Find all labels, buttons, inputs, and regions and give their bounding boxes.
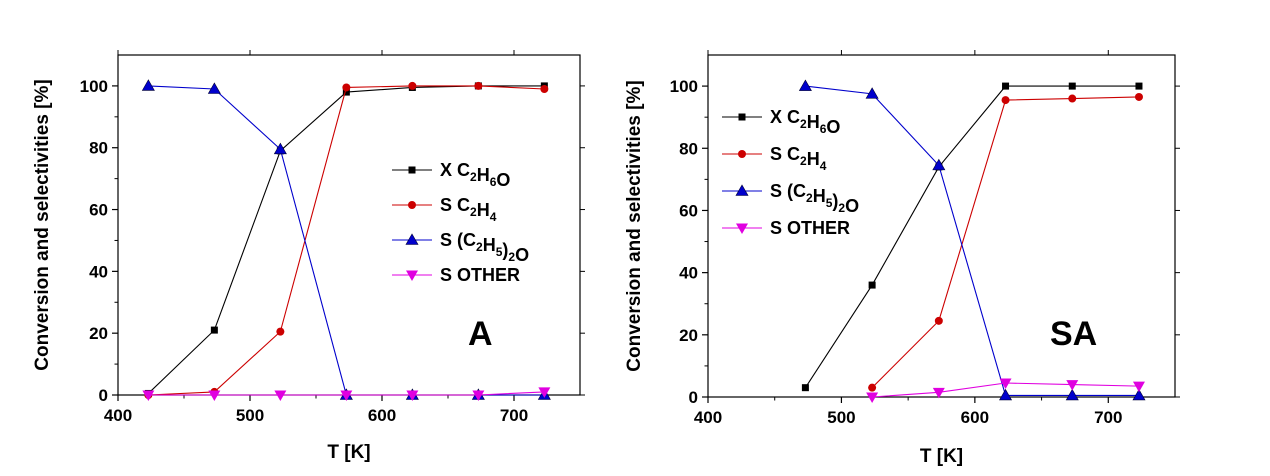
panel-label: SA xyxy=(1050,315,1097,353)
series-1 xyxy=(868,92,1143,392)
series-3 xyxy=(142,387,551,401)
y-tick-label: 100 xyxy=(80,77,108,96)
data-point xyxy=(342,83,351,92)
data-point xyxy=(1068,82,1076,90)
data-point xyxy=(999,378,1012,390)
y-tick-label: 80 xyxy=(89,139,108,158)
legend-entry: X C2H6O xyxy=(770,107,840,137)
x-tick-label: 400 xyxy=(104,406,132,425)
panel-label: A xyxy=(468,315,493,353)
x-tick-label: 500 xyxy=(236,406,264,425)
y-tick-label: 40 xyxy=(89,262,108,281)
series-line xyxy=(871,96,1139,389)
legend-entry: S (C2H5)2O xyxy=(440,230,529,265)
data-point xyxy=(210,326,218,334)
data-point xyxy=(868,383,877,392)
plot-frame xyxy=(707,54,1176,398)
legend-marker xyxy=(738,113,746,121)
legend-entry: S C2H4 xyxy=(770,144,827,173)
data-point xyxy=(276,327,285,336)
y-tick-label: 20 xyxy=(679,326,698,345)
x-axis-label: T [K] xyxy=(327,442,370,463)
data-point xyxy=(1065,388,1079,401)
data-point xyxy=(865,87,879,99)
data-point xyxy=(866,392,879,403)
y-axis-label: Conversion and selectivities [%] xyxy=(624,80,645,371)
y-tick-label: 20 xyxy=(89,324,108,343)
legend-marker xyxy=(408,166,416,174)
data-point xyxy=(406,390,419,401)
x-axis-label: T [K] xyxy=(920,446,963,467)
data-point xyxy=(1001,96,1010,105)
y-tick-label: 60 xyxy=(679,201,698,220)
y-tick-label: 0 xyxy=(99,386,108,405)
x-tick-label: 400 xyxy=(694,408,722,427)
legend-marker xyxy=(406,270,418,281)
y-tick-label: 40 xyxy=(679,264,698,283)
data-point xyxy=(472,390,485,401)
series-line xyxy=(804,85,1139,388)
chart-panel-A: 400 500 600 700 0 20 40 60 80 100 T [K] Conversion … xyxy=(32,50,585,463)
data-point xyxy=(274,390,287,401)
data-point xyxy=(540,85,549,93)
data-point xyxy=(932,158,946,171)
y-tick-label: 100 xyxy=(670,77,698,96)
data-point xyxy=(999,388,1013,401)
data-point xyxy=(340,390,353,401)
data-point xyxy=(1066,380,1079,391)
data-point xyxy=(798,79,812,91)
legend-marker xyxy=(405,233,419,245)
data-point xyxy=(932,387,945,399)
legend-marker xyxy=(735,184,749,196)
y-tick-label: 60 xyxy=(89,201,108,220)
legend-entry: X C2H6O xyxy=(440,160,510,190)
data-point xyxy=(208,390,221,401)
data-point xyxy=(207,82,221,94)
legend: X C2H6O S C2H4 S (C2H5)2OS OTHER xyxy=(392,160,529,285)
data-point xyxy=(1068,94,1077,103)
legend-entry: S OTHER xyxy=(770,218,850,238)
chart-panel-SA: 400 500 600 700 0 20 40 60 80 100 T [K] Conversion … xyxy=(624,50,1180,467)
data-point xyxy=(1002,82,1010,90)
data-point xyxy=(474,81,483,90)
data-point xyxy=(1135,82,1143,90)
data-point xyxy=(868,281,876,289)
series-3 xyxy=(866,378,1145,403)
x-tick-label: 500 xyxy=(827,408,855,427)
legend-marker xyxy=(736,223,748,234)
data-point xyxy=(342,88,350,96)
data-point xyxy=(934,316,943,325)
data-point xyxy=(408,81,417,90)
data-point xyxy=(1134,92,1143,101)
data-point xyxy=(142,390,155,401)
series-2 xyxy=(798,79,1146,401)
y-tick-label: 80 xyxy=(679,139,698,158)
series-line xyxy=(805,85,1139,396)
legend-marker xyxy=(408,201,416,209)
data-point xyxy=(1132,388,1146,401)
x-tick-label: 700 xyxy=(1094,408,1122,427)
x-tick-label: 700 xyxy=(500,406,528,425)
y-axis-label: Conversion and selectivities [%] xyxy=(32,79,53,370)
legend-marker xyxy=(738,150,746,158)
legend-entry: S C2H4 xyxy=(440,195,497,224)
data-point xyxy=(273,142,287,155)
data-point xyxy=(1132,381,1145,393)
legend: X C2H6O S C2H4 S (C2H5)2OS OTHER xyxy=(722,107,859,238)
x-tick-label: 600 xyxy=(368,406,396,425)
data-point xyxy=(141,79,155,91)
legend-entry: S OTHER xyxy=(440,265,520,285)
x-tick-label: 600 xyxy=(961,408,989,427)
y-tick-label: 0 xyxy=(689,388,698,407)
plot-frame xyxy=(117,54,581,396)
data-point xyxy=(801,384,809,392)
legend-entry: S (C2H5)2O xyxy=(770,181,859,216)
data-point xyxy=(538,387,551,398)
